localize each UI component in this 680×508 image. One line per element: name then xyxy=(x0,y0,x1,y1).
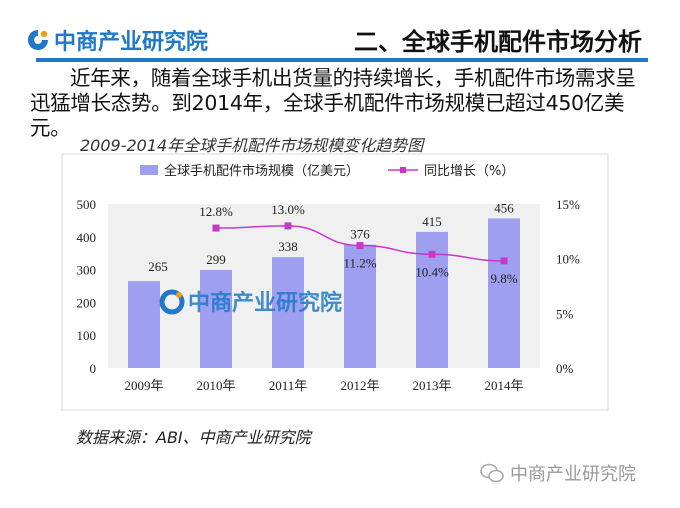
y-left-tick: 100 xyxy=(77,328,97,343)
y-left-tick: 400 xyxy=(77,230,97,245)
x-tick-label: 2014年 xyxy=(484,378,523,393)
bar-value-label: 415 xyxy=(422,214,442,229)
chart-watermark-dot xyxy=(176,292,182,298)
growth-marker xyxy=(428,250,436,258)
section-title: 二、全球手机配件市场分析 xyxy=(354,28,642,56)
wechat-icon xyxy=(480,463,504,483)
y-left-tick: 200 xyxy=(77,295,97,310)
growth-marker xyxy=(212,224,220,232)
y-left-tick: 0 xyxy=(90,361,97,376)
plot-area xyxy=(108,204,540,368)
bar-value-label: 376 xyxy=(350,227,370,242)
y-left-tick: 500 xyxy=(77,197,97,212)
growth-marker xyxy=(500,257,508,265)
growth-marker xyxy=(284,222,292,230)
brand-logo-icon xyxy=(28,30,48,50)
title-divider xyxy=(36,58,648,62)
y-right-tick: 0% xyxy=(556,361,574,376)
bar-value-label: 338 xyxy=(278,239,298,254)
legend-bar-label: 全球手机配件市场规模（亿美元） xyxy=(164,163,359,179)
y-right-tick: 5% xyxy=(556,306,574,321)
growth-label: 10.4% xyxy=(415,264,449,279)
growth-marker xyxy=(356,242,364,250)
growth-label: 11.2% xyxy=(343,256,376,271)
x-tick-label: 2010年 xyxy=(196,378,235,393)
x-tick-label: 2009年 xyxy=(124,378,163,393)
bar-value-label: 265 xyxy=(148,259,168,274)
footer-watermark-text: 中商产业研究院 xyxy=(510,464,636,485)
bar xyxy=(272,257,304,368)
y-right-tick: 15% xyxy=(556,197,580,212)
x-tick-label: 2012年 xyxy=(340,378,379,393)
bar xyxy=(488,218,520,368)
legend-line-label: 同比增长（%） xyxy=(424,164,514,179)
brand-name: 中商产业研究院 xyxy=(54,30,209,55)
legend-line-marker xyxy=(400,167,406,173)
data-source: 数据来源：ABI、中商产业研究院 xyxy=(76,428,311,447)
legend-bar-swatch xyxy=(140,165,158,175)
x-tick-label: 2013年 xyxy=(412,378,451,393)
growth-label: 13.0% xyxy=(271,202,305,217)
growth-label: 12.8% xyxy=(199,204,233,219)
y-right-tick: 10% xyxy=(556,252,580,267)
growth-label: 9.8% xyxy=(490,271,517,286)
bar xyxy=(128,281,160,368)
bar-value-label: 299 xyxy=(206,252,226,267)
bar xyxy=(200,269,232,368)
footer-watermark: 中商产业研究院 xyxy=(480,460,636,486)
chart-watermark-icon xyxy=(159,289,185,315)
bar-value-label: 456 xyxy=(494,200,514,215)
chart-watermark-text: 中商产业研究院 xyxy=(188,290,342,316)
intro-paragraph: 近年来，随着全球手机出货量的持续增长，手机配件市场需求呈迅猛增长态势。到2014… xyxy=(30,66,636,140)
bar xyxy=(344,244,376,368)
chart-title: 2009-2014年全球手机配件市场规模变化趋势图 xyxy=(80,136,424,155)
x-tick-label: 2011年 xyxy=(269,378,308,393)
y-left-tick: 300 xyxy=(77,263,97,278)
brand-logo: 中商产业研究院 xyxy=(26,24,208,56)
